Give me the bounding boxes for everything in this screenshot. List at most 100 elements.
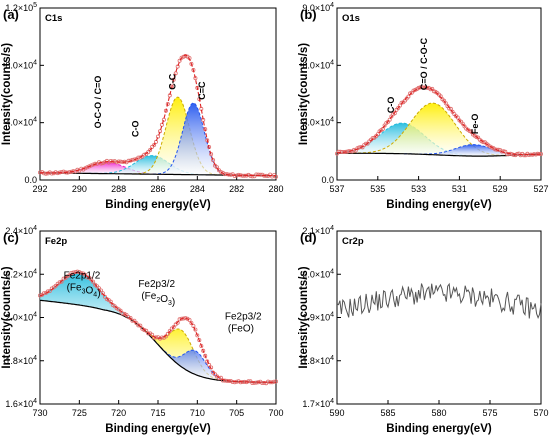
raw-data-point — [252, 380, 257, 385]
subscript: 3 — [168, 300, 172, 307]
raw-data-point — [197, 338, 202, 343]
y-tick-label: 8.0×104 — [5, 59, 37, 70]
raw-data-point — [443, 101, 448, 106]
envelope-line — [40, 54, 276, 177]
raw-data-point — [167, 328, 172, 333]
raw-data-point — [273, 174, 278, 179]
raw-data-point — [130, 157, 135, 162]
raw-data-point — [148, 147, 153, 152]
raw-data-point — [177, 58, 182, 63]
raw-data-point — [134, 321, 139, 326]
raw-data-point — [99, 288, 104, 293]
peak-annotation-compound: (Fe3O4) — [67, 283, 101, 300]
y-tick-exponent: 4 — [330, 355, 334, 362]
raw-data-point — [212, 372, 217, 377]
x-axis-label: Binding energy(eV) — [386, 199, 492, 211]
raw-data-point — [273, 379, 278, 384]
y-tick-label: 2.4×104 — [5, 225, 37, 236]
plot-frame — [336, 230, 542, 405]
y-tick-label: 3.0×104 — [302, 117, 334, 128]
plot-frame — [336, 7, 542, 181]
raw-data-point — [216, 376, 221, 381]
panel-fe2p: 730 725 720 715 710 705 700 1.6×104 1.8×104 2.0×1… — [1, 225, 284, 435]
raw-data-point — [246, 379, 251, 384]
panel-o1s: 537 535 533 531 529 527 0.0 3.0×104 6.0×104 9.0×1… — [298, 2, 549, 211]
subscript: 2 — [156, 297, 160, 304]
component-line — [348, 102, 518, 156]
raw-data-point — [165, 102, 170, 107]
text-run: ) — [97, 289, 100, 300]
y-tick-label: 9.0×104 — [302, 2, 334, 13]
raw-data-point — [203, 353, 208, 358]
raw-data-point — [83, 272, 88, 277]
y-tick-label: 2.2×104 — [5, 268, 37, 279]
raw-data-point — [260, 380, 265, 385]
x-tick-label: 533 — [411, 184, 426, 194]
raw-data-point — [99, 161, 104, 166]
raw-data-point — [522, 153, 527, 158]
x-axis-label: Binding energy(eV) — [105, 423, 211, 435]
x-tick-label: 730 — [32, 408, 47, 418]
raw-data-point — [142, 152, 147, 157]
raw-data-point — [481, 140, 486, 145]
raw-data-point — [128, 315, 133, 320]
subscript: 4 — [93, 292, 97, 299]
y-tick-exponent: 4 — [33, 398, 37, 405]
raw-data-point — [85, 165, 90, 170]
raw-data-point — [455, 115, 460, 120]
raw-data-point — [43, 171, 48, 176]
raw-data-point — [138, 155, 143, 160]
raw-data-point — [224, 172, 229, 177]
raw-data-point — [189, 320, 194, 325]
raw-data-point — [425, 85, 430, 90]
y-tick-exponent: 4 — [330, 225, 334, 232]
raw-data-point — [59, 279, 64, 284]
raw-data-point — [57, 280, 62, 285]
y-tick-exponent: 4 — [330, 117, 334, 124]
y-tick-exponent: 4 — [33, 355, 37, 362]
y-tick-exponent: 4 — [330, 312, 334, 319]
y-tick-label: 2.0×104 — [5, 312, 37, 323]
raw-data-point — [152, 142, 157, 147]
raw-data-point — [271, 379, 276, 384]
raw-data-point — [193, 327, 198, 332]
raw-data-point — [53, 170, 58, 175]
x-axis-label: Binding energy(eV) — [105, 199, 211, 211]
panel-cr2p: 590 585 580 575 570 1.7×104 1.8×104 1.9×104 2.0×… — [298, 225, 549, 435]
y-axis-label: Intensity(counts/s) — [1, 266, 13, 368]
panel-letter: (a) — [3, 7, 19, 22]
x-axis-label: Binding energy(eV) — [386, 423, 492, 435]
component-fill — [348, 103, 518, 157]
x-tick-label: 531 — [452, 184, 467, 194]
raw-data-point — [387, 117, 392, 122]
subscript: 3 — [82, 289, 86, 296]
raw-data-point — [75, 269, 80, 274]
raw-data-point — [47, 288, 52, 293]
raw-data-point — [207, 362, 212, 367]
element-label: Cr2p — [342, 236, 364, 247]
raw-data-point — [187, 317, 192, 322]
text-run: ) — [172, 297, 175, 308]
raw-data-point — [211, 158, 216, 163]
raw-data-point — [61, 169, 66, 174]
x-tick-label: 280 — [268, 184, 283, 194]
y-tick-exponent: 4 — [33, 59, 37, 66]
text-run: O — [160, 294, 168, 305]
y-axis-label: Intensity(counts/s) — [1, 43, 13, 145]
text-run: (Fe — [141, 291, 156, 302]
component-fill — [133, 97, 222, 175]
raw-data-point — [146, 331, 151, 336]
envelope-line — [336, 86, 541, 156]
raw-data-point — [254, 172, 259, 177]
x-tick-label: 700 — [268, 408, 283, 418]
raw-data-point — [126, 315, 131, 320]
peak-label: Fe-O — [470, 114, 480, 135]
x-tick-label: 575 — [482, 408, 497, 418]
y-tick-exponent: 4 — [33, 225, 37, 232]
peak-label: C=C — [197, 81, 207, 100]
raw-data-point — [100, 291, 105, 296]
text-run: (FeO) — [228, 324, 254, 335]
raw-data-point — [59, 169, 64, 174]
raw-data-point — [250, 174, 255, 179]
peak-label: C-O — [386, 97, 396, 114]
